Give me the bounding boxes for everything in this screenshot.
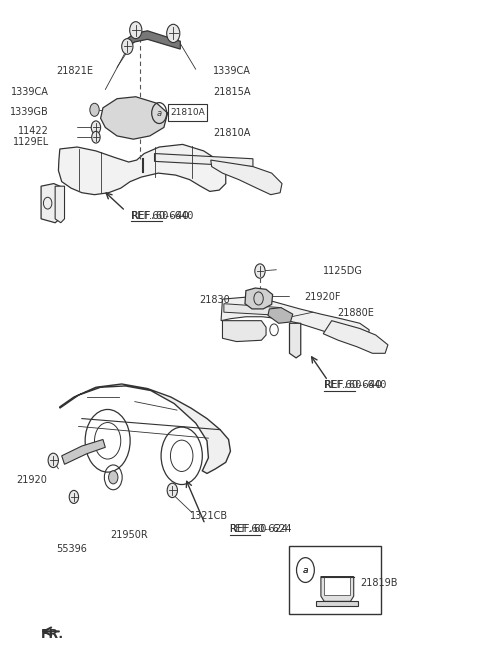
Polygon shape [324, 577, 350, 595]
Circle shape [255, 264, 265, 278]
Text: 21810A: 21810A [213, 127, 251, 138]
Circle shape [122, 39, 133, 55]
Circle shape [167, 24, 180, 43]
Circle shape [48, 453, 59, 468]
Text: 21821E: 21821E [57, 66, 94, 76]
Text: 1339CA: 1339CA [11, 87, 49, 97]
Text: REF.60-624: REF.60-624 [229, 524, 292, 534]
Polygon shape [316, 601, 359, 606]
Text: 21819B: 21819B [361, 578, 398, 588]
Text: 1339CA: 1339CA [213, 66, 251, 76]
FancyBboxPatch shape [168, 104, 207, 121]
Text: 21920F: 21920F [304, 292, 341, 302]
Text: 1129EL: 1129EL [13, 137, 49, 147]
Text: 1321CB: 1321CB [190, 511, 228, 521]
Text: REF.60-640: REF.60-640 [131, 210, 193, 221]
Text: REF.60-624: REF.60-624 [229, 524, 288, 534]
Polygon shape [211, 160, 282, 194]
Circle shape [69, 490, 79, 503]
Circle shape [108, 471, 118, 484]
Text: 21880E: 21880E [337, 309, 374, 319]
Text: 21810A: 21810A [170, 108, 204, 117]
Text: 11422: 11422 [18, 125, 49, 136]
Text: 1339GB: 1339GB [10, 107, 49, 118]
Polygon shape [245, 288, 273, 309]
Polygon shape [323, 321, 388, 353]
Text: REF.60-640: REF.60-640 [131, 210, 189, 221]
Text: a: a [156, 108, 162, 118]
Text: 21920: 21920 [16, 475, 47, 485]
Circle shape [91, 121, 101, 134]
Polygon shape [55, 186, 64, 223]
Circle shape [130, 22, 142, 39]
Polygon shape [62, 440, 105, 464]
Polygon shape [60, 384, 230, 474]
FancyBboxPatch shape [289, 546, 382, 614]
Text: REF.60-640: REF.60-640 [324, 380, 387, 390]
Polygon shape [289, 323, 301, 358]
Polygon shape [224, 304, 281, 315]
Polygon shape [321, 577, 354, 601]
Text: 55396: 55396 [56, 543, 87, 553]
Polygon shape [222, 321, 266, 342]
Polygon shape [41, 183, 60, 223]
Text: 21950R: 21950R [110, 530, 148, 541]
Text: REF.60-640: REF.60-640 [324, 380, 382, 390]
Text: 21815A: 21815A [213, 87, 251, 97]
Circle shape [167, 483, 178, 497]
Text: FR.: FR. [41, 627, 64, 641]
Polygon shape [268, 307, 293, 323]
Polygon shape [59, 145, 226, 194]
Text: a: a [303, 566, 308, 575]
Circle shape [92, 131, 100, 143]
Text: 1125DG: 1125DG [323, 266, 363, 276]
Polygon shape [125, 31, 180, 49]
Polygon shape [155, 154, 253, 167]
Text: 21830: 21830 [199, 296, 229, 306]
Polygon shape [101, 97, 168, 139]
Circle shape [90, 103, 99, 116]
Text: a: a [303, 566, 308, 575]
Polygon shape [221, 297, 369, 342]
